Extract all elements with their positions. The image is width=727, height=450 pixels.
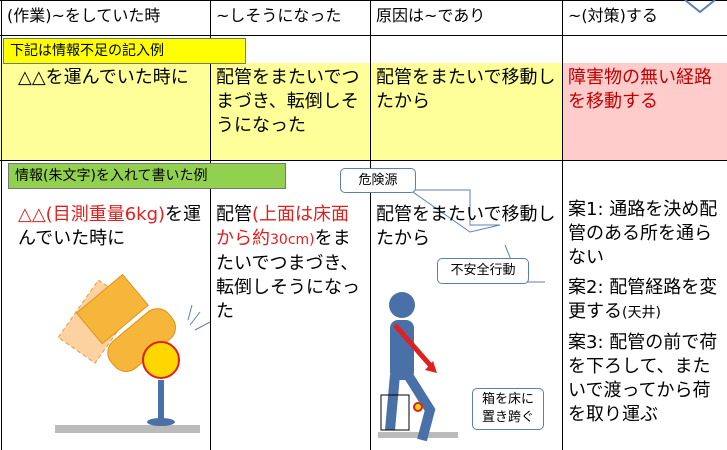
figure: [147, 418, 175, 426]
pink-fill: [562, 63, 727, 160]
figure: [385, 372, 436, 442]
figure: [158, 380, 164, 422]
arrow: [425, 361, 437, 373]
header-cell: (作業)~をしていた時: [7, 6, 161, 25]
grid-line: [562, 0, 563, 450]
cell: 案1: 通路を決め配管のある所を通らない 案2: 配管経路を変更する(天井) 案…: [562, 195, 727, 430]
plan: 案2: 配管経路を変更する(天井): [568, 276, 721, 325]
callout: 危険源: [340, 168, 416, 193]
grid-line: [0, 35, 727, 36]
grid-line: [210, 0, 211, 450]
figure: [390, 320, 414, 380]
section-label: 情報(朱文字)を入れて書いた例: [8, 163, 286, 189]
plan: 案1: 通路を決め配管のある所を通らない: [568, 199, 718, 268]
emphasis-text: 30cm): [270, 232, 315, 248]
callout: 箱を床に置き跨ぐ: [472, 388, 544, 430]
grid-line: [0, 160, 727, 161]
text: 配管: [216, 204, 252, 225]
callout: 不安全行動: [437, 258, 529, 284]
box-outline: [380, 394, 410, 431]
cell: △△を運んでいた時に: [18, 67, 189, 88]
text: (天井): [622, 305, 661, 321]
head: [142, 341, 180, 379]
text: をまたいでつまづき、転倒しそうになった: [216, 228, 360, 322]
header-cell: ~(対策)する: [568, 6, 658, 25]
text: 案2: 配管経路を変更する: [568, 277, 718, 322]
cell: 配管(上面は床面から約30cm)をまたいでつまづき、転倒しそうになった: [210, 200, 370, 327]
grid-line: [370, 0, 371, 450]
cell: 配管をまたいで移動したから: [376, 204, 556, 249]
cell: 配管をまたいでつまづき、転倒しそうになった: [216, 67, 360, 136]
section-label: 下記は情報不足の記入例: [3, 38, 246, 64]
grid-line: [1, 0, 2, 450]
header-cell: ~しそうになった: [216, 6, 342, 25]
cell: △△(目測重量6kg)を運んでいた時に: [12, 200, 210, 254]
callout-pointer: [684, 0, 716, 14]
grid-line: [0, 0, 727, 1]
emphasis-text: (上面は床面から約: [216, 204, 350, 249]
cell: 障害物の無い経路を移動する: [568, 67, 712, 112]
arrow: [393, 323, 432, 367]
hazard-mark: [413, 402, 423, 412]
figure: [389, 292, 415, 318]
emphasis-text: △△(目測重量6kg): [18, 204, 166, 225]
floor: [55, 425, 200, 433]
header-cell: 原因は~であり: [376, 6, 486, 25]
yellow-fill: [0, 63, 562, 160]
effect: [187, 304, 211, 331]
plan: 案3: 配管の前で荷を下ろして、またいで渡ってから荷を取り運ぶ: [568, 332, 718, 425]
callout-pointer: [408, 189, 501, 233]
text: を運んでいた時に: [18, 204, 202, 249]
floor: [378, 432, 458, 438]
cell: 配管をまたいで移動したから: [376, 67, 556, 112]
